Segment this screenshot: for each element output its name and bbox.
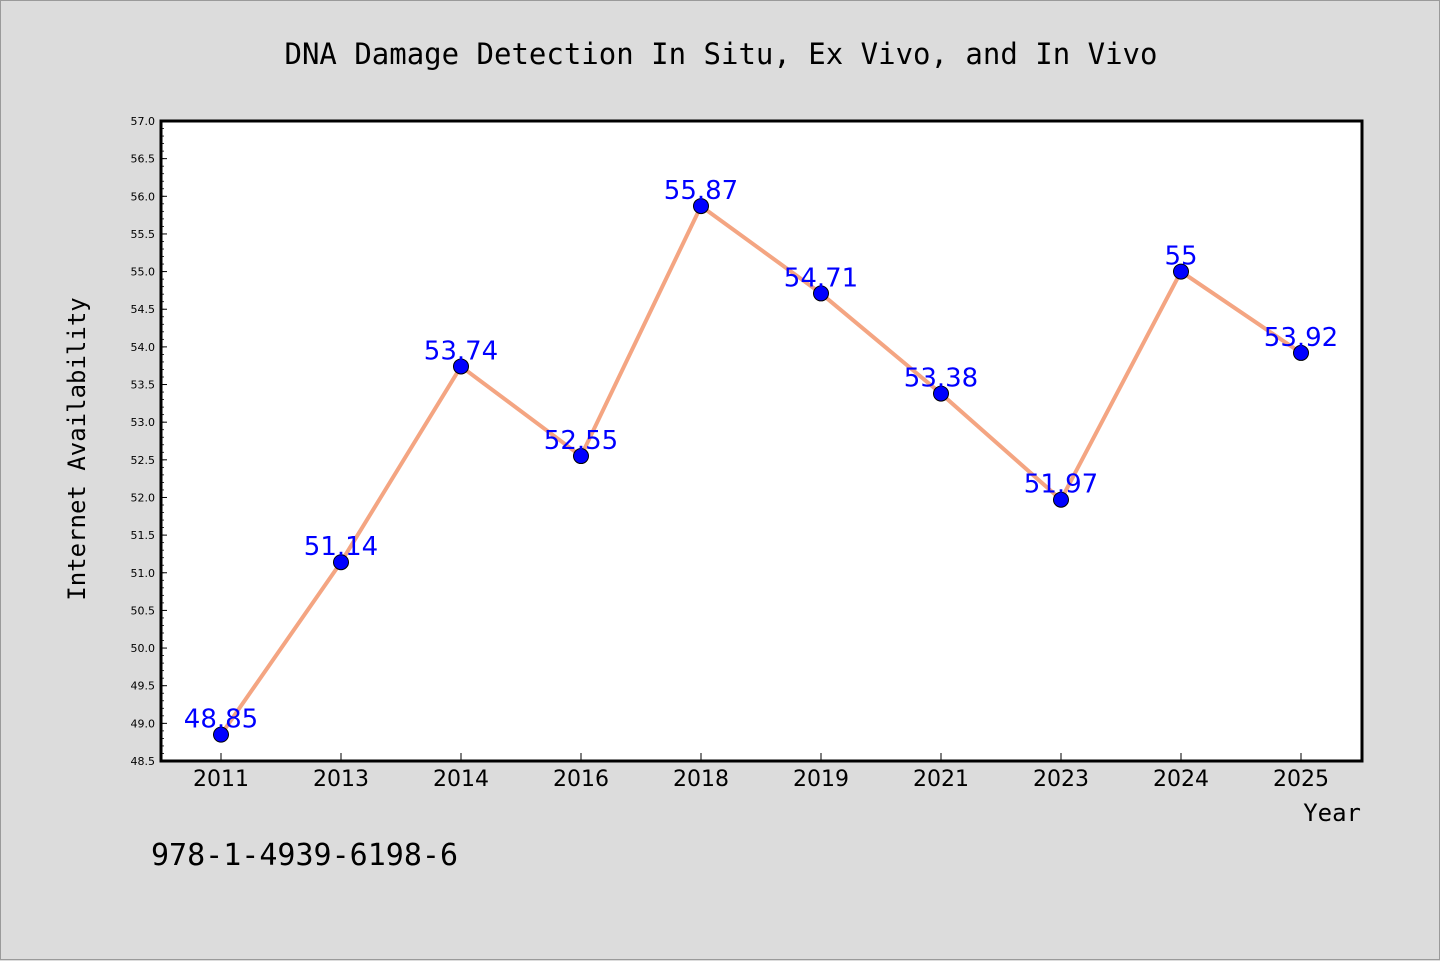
y-axis-label: Internet Availability <box>63 297 91 600</box>
y-tick-label: 50.0 <box>131 642 156 655</box>
y-tick-label: 48.5 <box>131 755 156 768</box>
y-tick-label: 54.0 <box>131 341 156 354</box>
x-tick-label: 2011 <box>193 767 249 792</box>
data-label: 55 <box>1164 242 1197 272</box>
data-label: 53.74 <box>424 336 498 366</box>
y-tick-label: 50.5 <box>131 604 156 617</box>
data-label: 51.14 <box>304 532 378 562</box>
data-labels: 48.85 51.14 53.74 52.55 55.87 54.71 53.38 51.97… <box>184 176 1338 735</box>
x-tick-label: 2013 <box>313 767 369 792</box>
y-tick-label: 56.0 <box>131 190 156 203</box>
y-tick-label: 56.5 <box>131 153 156 166</box>
x-axis-label: Year <box>1303 799 1361 827</box>
data-point <box>333 554 349 571</box>
x-axis: 2011 2013 2014 2016 2018 2019 2021 2023 2024 2025 <box>193 753 1329 792</box>
x-tick-label: 2021 <box>913 767 969 792</box>
x-tick-label: 2018 <box>673 767 729 792</box>
y-tick-label: 55.5 <box>131 228 156 241</box>
data-label: 55.87 <box>664 176 738 206</box>
y-tick-label: 54.5 <box>131 303 156 316</box>
series-line <box>219 204 1303 736</box>
data-label: 52.55 <box>544 426 618 456</box>
x-tick-label: 2024 <box>1153 767 1209 792</box>
data-label: 51.97 <box>1024 470 1098 500</box>
y-tick-label: 49.5 <box>131 680 156 693</box>
isbn-text: 978-1-4939-6198-6 <box>151 838 458 873</box>
data-label: 53.38 <box>904 364 978 394</box>
y-tick-label: 52.5 <box>131 454 156 467</box>
x-tick-label: 2014 <box>433 767 489 792</box>
data-point <box>693 198 709 215</box>
data-point <box>813 285 829 302</box>
y-tick-label: 57.0 <box>131 115 156 128</box>
y-tick-label: 53.0 <box>131 416 156 429</box>
y-tick-label: 55.0 <box>131 266 156 279</box>
y-tick-label: 51.0 <box>131 567 156 580</box>
data-point <box>213 726 229 743</box>
plot-area <box>159 119 1364 763</box>
data-point <box>933 385 949 402</box>
x-tick-label: 2025 <box>1273 767 1329 792</box>
y-tick-label: 53.5 <box>131 379 156 392</box>
data-point <box>1293 344 1309 361</box>
series-revenue-line <box>213 198 1309 743</box>
chart-title: DNA Damage Detection In Situ, Ex Vivo, a… <box>285 37 1158 71</box>
data-point <box>1053 491 1069 508</box>
data-point <box>573 448 589 465</box>
data-point <box>1173 263 1189 280</box>
data-point <box>453 358 469 375</box>
y-tick-label: 51.5 <box>131 529 156 542</box>
data-label: 54.71 <box>784 263 858 293</box>
x-tick-label: 2023 <box>1033 767 1089 792</box>
data-label: 48.85 <box>184 705 258 735</box>
x-tick-label: 2019 <box>793 767 849 792</box>
data-label: 53.92 <box>1264 323 1338 353</box>
x-tick-label: 2016 <box>553 767 609 792</box>
y-axis: 48.5 49.0 49.5 50.0 50.5 51.0 51.5 52.0 52.5 53.0… <box>131 115 167 768</box>
y-tick-label: 52.0 <box>131 491 156 504</box>
y-tick-label: 49.0 <box>131 717 156 730</box>
